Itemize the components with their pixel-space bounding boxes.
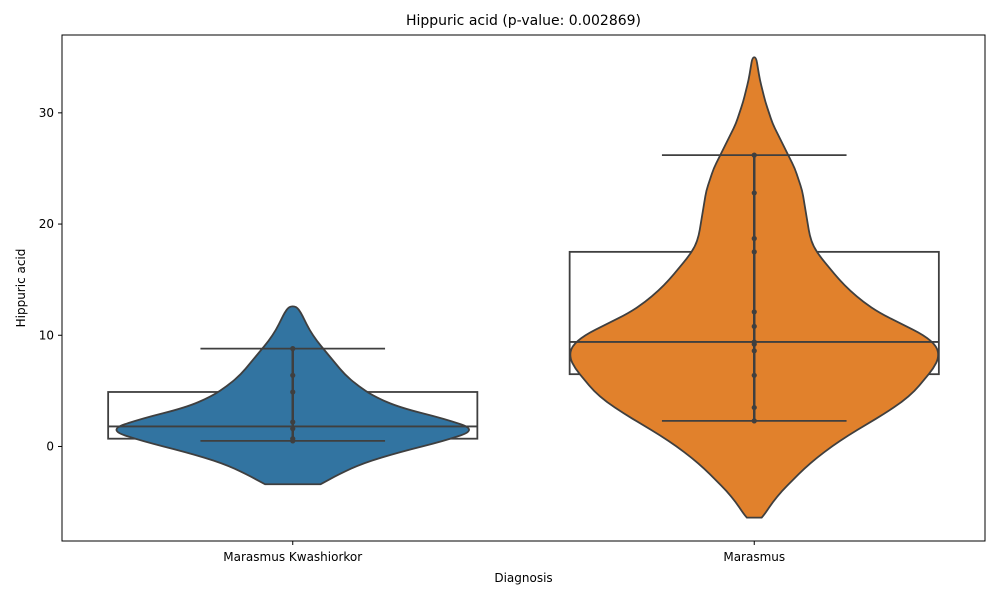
axes-frame (61, 34, 986, 542)
y-tick-label: 20 (39, 217, 54, 231)
data-point (751, 190, 757, 196)
data-point (290, 389, 296, 395)
data-point (751, 249, 757, 255)
plot-area: 0 10 20 30 Marasmus Kwashiorkor Marasmus (39, 34, 986, 564)
data-point (751, 404, 757, 411)
data-point (751, 339, 757, 345)
data-point (290, 346, 296, 352)
data-point (751, 372, 757, 378)
data-point (751, 152, 757, 158)
data-point (290, 426, 296, 432)
data-point (751, 348, 757, 354)
data-point (751, 309, 757, 315)
data-point (751, 418, 757, 424)
y-tick-label: 30 (39, 106, 54, 120)
data-point (290, 436, 296, 442)
y-axis-label: Hippuric acid (14, 249, 28, 328)
data-point (290, 419, 296, 425)
data-point (751, 323, 757, 329)
data-point (751, 235, 757, 242)
y-tick-label: 0 (46, 439, 54, 453)
chart-title: Hippuric acid (p-value: 0.002869) (406, 13, 641, 29)
y-tick-label: 10 (39, 328, 54, 342)
x-tick-label: Marasmus (723, 550, 785, 564)
x-tick-label: Marasmus Kwashiorkor (223, 550, 362, 564)
x-axis-label: Diagnosis (494, 571, 552, 585)
data-point (290, 372, 296, 378)
